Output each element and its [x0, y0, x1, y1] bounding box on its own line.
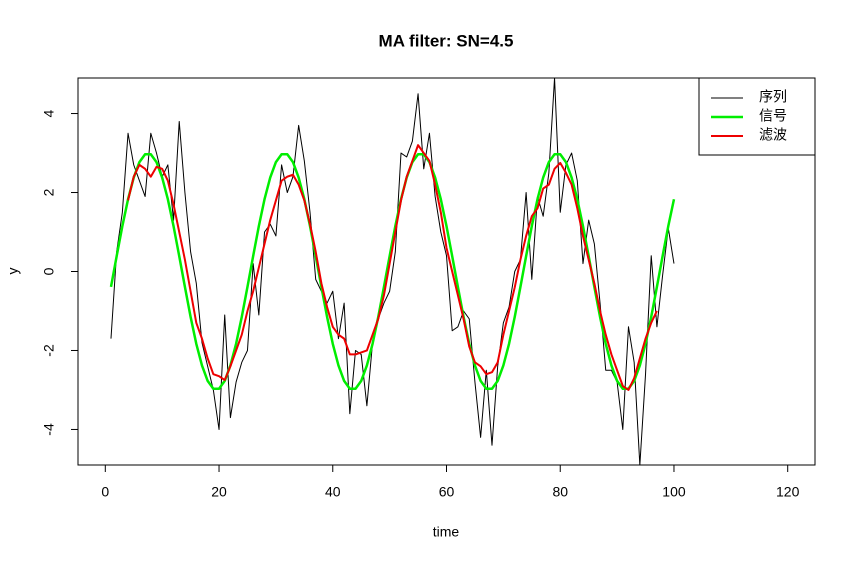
x-tick-label: 20	[211, 484, 227, 500]
legend-label: 信号	[759, 108, 787, 124]
y-axis-label: y	[5, 268, 21, 275]
series-line	[109, 152, 676, 391]
chart-title: MA filter: SN=4.5	[379, 31, 514, 50]
x-tick-label: 0	[101, 484, 109, 500]
y-tick-label: 0	[41, 267, 57, 275]
x-tick-label: 120	[776, 484, 800, 500]
legend-label: 序列	[759, 89, 787, 105]
series-line	[110, 77, 675, 466]
legend-label: 滤波	[759, 127, 787, 143]
x-axis-label: time	[433, 524, 460, 540]
x-tick-label: 100	[662, 484, 686, 500]
y-tick-label: 4	[41, 109, 57, 117]
y-tick-label: -2	[41, 344, 57, 357]
x-tick-label: 80	[552, 484, 568, 500]
y-tick-label: -4	[41, 423, 57, 436]
x-tick-label: 40	[325, 484, 341, 500]
y-tick-label: 2	[41, 188, 57, 196]
series-line	[127, 144, 658, 391]
x-tick-label: 60	[439, 484, 455, 500]
